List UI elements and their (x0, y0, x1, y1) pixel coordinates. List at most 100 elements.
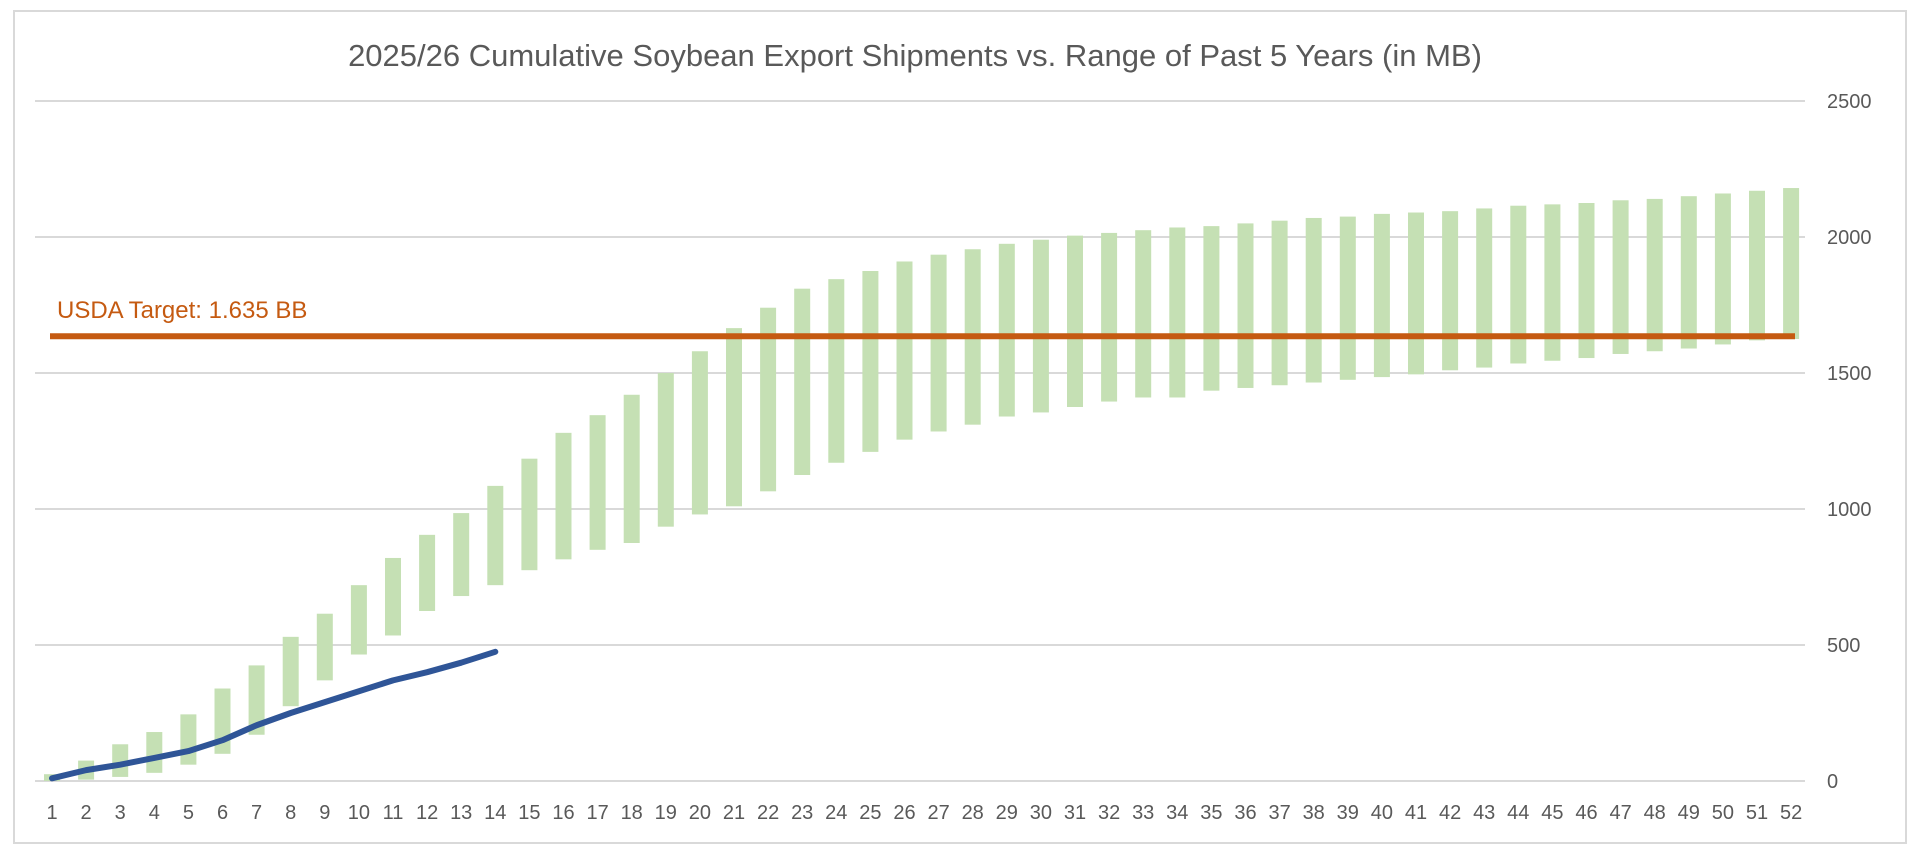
x-tick-label: 11 (383, 802, 404, 824)
x-tick-label: 1 (46, 802, 57, 824)
shipments-series (49, 648, 499, 782)
range-bar (1305, 217, 1322, 383)
y-tick-label: 1500 (1827, 363, 1872, 385)
x-tick-label: 31 (1064, 802, 1086, 824)
x-tick-label: 43 (1473, 802, 1495, 824)
range-bar (794, 288, 811, 475)
range-bar (1714, 193, 1731, 345)
x-tick-label: 30 (1030, 802, 1052, 824)
range-bar (1783, 188, 1800, 339)
range-bar (180, 714, 197, 765)
range-bar (521, 458, 538, 571)
range-bar (248, 665, 265, 735)
x-tick-label: 15 (518, 802, 540, 824)
x-tick-label: 5 (183, 802, 194, 824)
x-tick-label: 29 (996, 802, 1018, 824)
x-tick-label: 21 (723, 802, 745, 824)
x-tick-label: 22 (757, 802, 779, 824)
x-tick-label: 42 (1439, 802, 1461, 824)
gridlines (35, 100, 1805, 782)
series-line (49, 648, 499, 782)
range-bar (1101, 232, 1118, 402)
x-tick-label: 38 (1303, 802, 1325, 824)
x-tick-label: 32 (1098, 802, 1120, 824)
chart-frame (13, 10, 1907, 844)
range-bar (1339, 216, 1356, 380)
x-tick-label: 33 (1132, 802, 1154, 824)
x-tick-label: 45 (1541, 802, 1563, 824)
y-tick-label: 0 (1827, 771, 1838, 793)
x-tick-label: 51 (1746, 802, 1768, 824)
range-bar (1135, 230, 1152, 398)
range-bar (1237, 223, 1254, 388)
range-bar (350, 585, 367, 655)
range-bar (896, 261, 913, 440)
x-tick-label: 20 (689, 802, 711, 824)
x-tick-label: 26 (893, 802, 915, 824)
x-tick-label: 34 (1166, 802, 1188, 824)
target-label: USDA Target: 1.635 BB (57, 297, 307, 324)
x-tick-label: 2 (81, 802, 92, 824)
x-tick-label: 39 (1337, 802, 1359, 824)
range-bar (828, 279, 845, 463)
range-bar (487, 485, 504, 586)
x-tick-label: 35 (1200, 802, 1222, 824)
x-tick-label: 9 (319, 802, 330, 824)
range-bar (589, 415, 606, 550)
y-tick-label: 500 (1827, 635, 1860, 657)
usda-target: USDA Target: 1.635 BB (50, 297, 1795, 340)
x-tick-label: 44 (1507, 802, 1529, 824)
range-bar (1544, 204, 1561, 361)
range-bar (998, 243, 1015, 417)
x-tick-label: 8 (285, 802, 296, 824)
range-bar (1749, 190, 1765, 341)
range-bar (657, 373, 674, 527)
x-tick-label: 3 (115, 802, 126, 824)
x-tick-label: 13 (450, 802, 472, 824)
x-tick-label: 12 (416, 802, 438, 824)
x-tick-label: 37 (1268, 802, 1290, 824)
x-tick-label: 6 (217, 802, 228, 824)
range-bar (930, 254, 947, 432)
range-bar (112, 744, 129, 777)
range-bars (44, 188, 1800, 781)
range-bar (1442, 211, 1459, 371)
range-bar (1510, 205, 1527, 364)
range-bar (1067, 235, 1083, 407)
range-bar (1680, 196, 1697, 349)
range-bar (691, 351, 708, 515)
x-tick-label: 47 (1609, 802, 1631, 824)
range-bar (282, 636, 299, 707)
x-tick-label: 24 (825, 802, 847, 824)
range-bar (1476, 208, 1493, 368)
range-bar (316, 613, 333, 681)
range-bar (1646, 198, 1663, 352)
x-tick-label: 50 (1712, 802, 1734, 824)
y-axis-ticks: 0 500 1000 1500 2000 2500 (1827, 91, 1872, 793)
x-tick-label: 25 (859, 802, 881, 824)
range-bar (146, 732, 163, 773)
x-tick-label: 36 (1234, 802, 1256, 824)
y-tick-label: 1000 (1827, 499, 1872, 521)
range-bar (623, 394, 640, 543)
range-bar (1578, 203, 1595, 359)
range-bar (1032, 239, 1049, 413)
range-bar (760, 307, 777, 492)
x-axis-ticks: 1 2 3 4 5 6 7 8 9 10 11 12 13 14 15 16 17 18 19 20 21 22 23 24 2… (46, 802, 1802, 824)
range-bar (1612, 200, 1629, 354)
x-tick-label: 49 (1678, 802, 1700, 824)
range-bar (453, 513, 470, 597)
range-bar (1169, 227, 1186, 398)
x-tick-label: 7 (251, 802, 262, 824)
x-tick-label: 14 (484, 802, 506, 824)
x-tick-label: 19 (655, 802, 677, 824)
x-tick-label: 17 (586, 802, 608, 824)
chart-title: 2025/26 Cumulative Soybean Export Shipme… (348, 38, 1482, 73)
range-bar (555, 432, 572, 560)
range-bar (1271, 220, 1288, 386)
range-bar (419, 534, 436, 611)
x-tick-label: 40 (1371, 802, 1393, 824)
x-tick-label: 23 (791, 802, 813, 824)
x-tick-label: 48 (1644, 802, 1666, 824)
